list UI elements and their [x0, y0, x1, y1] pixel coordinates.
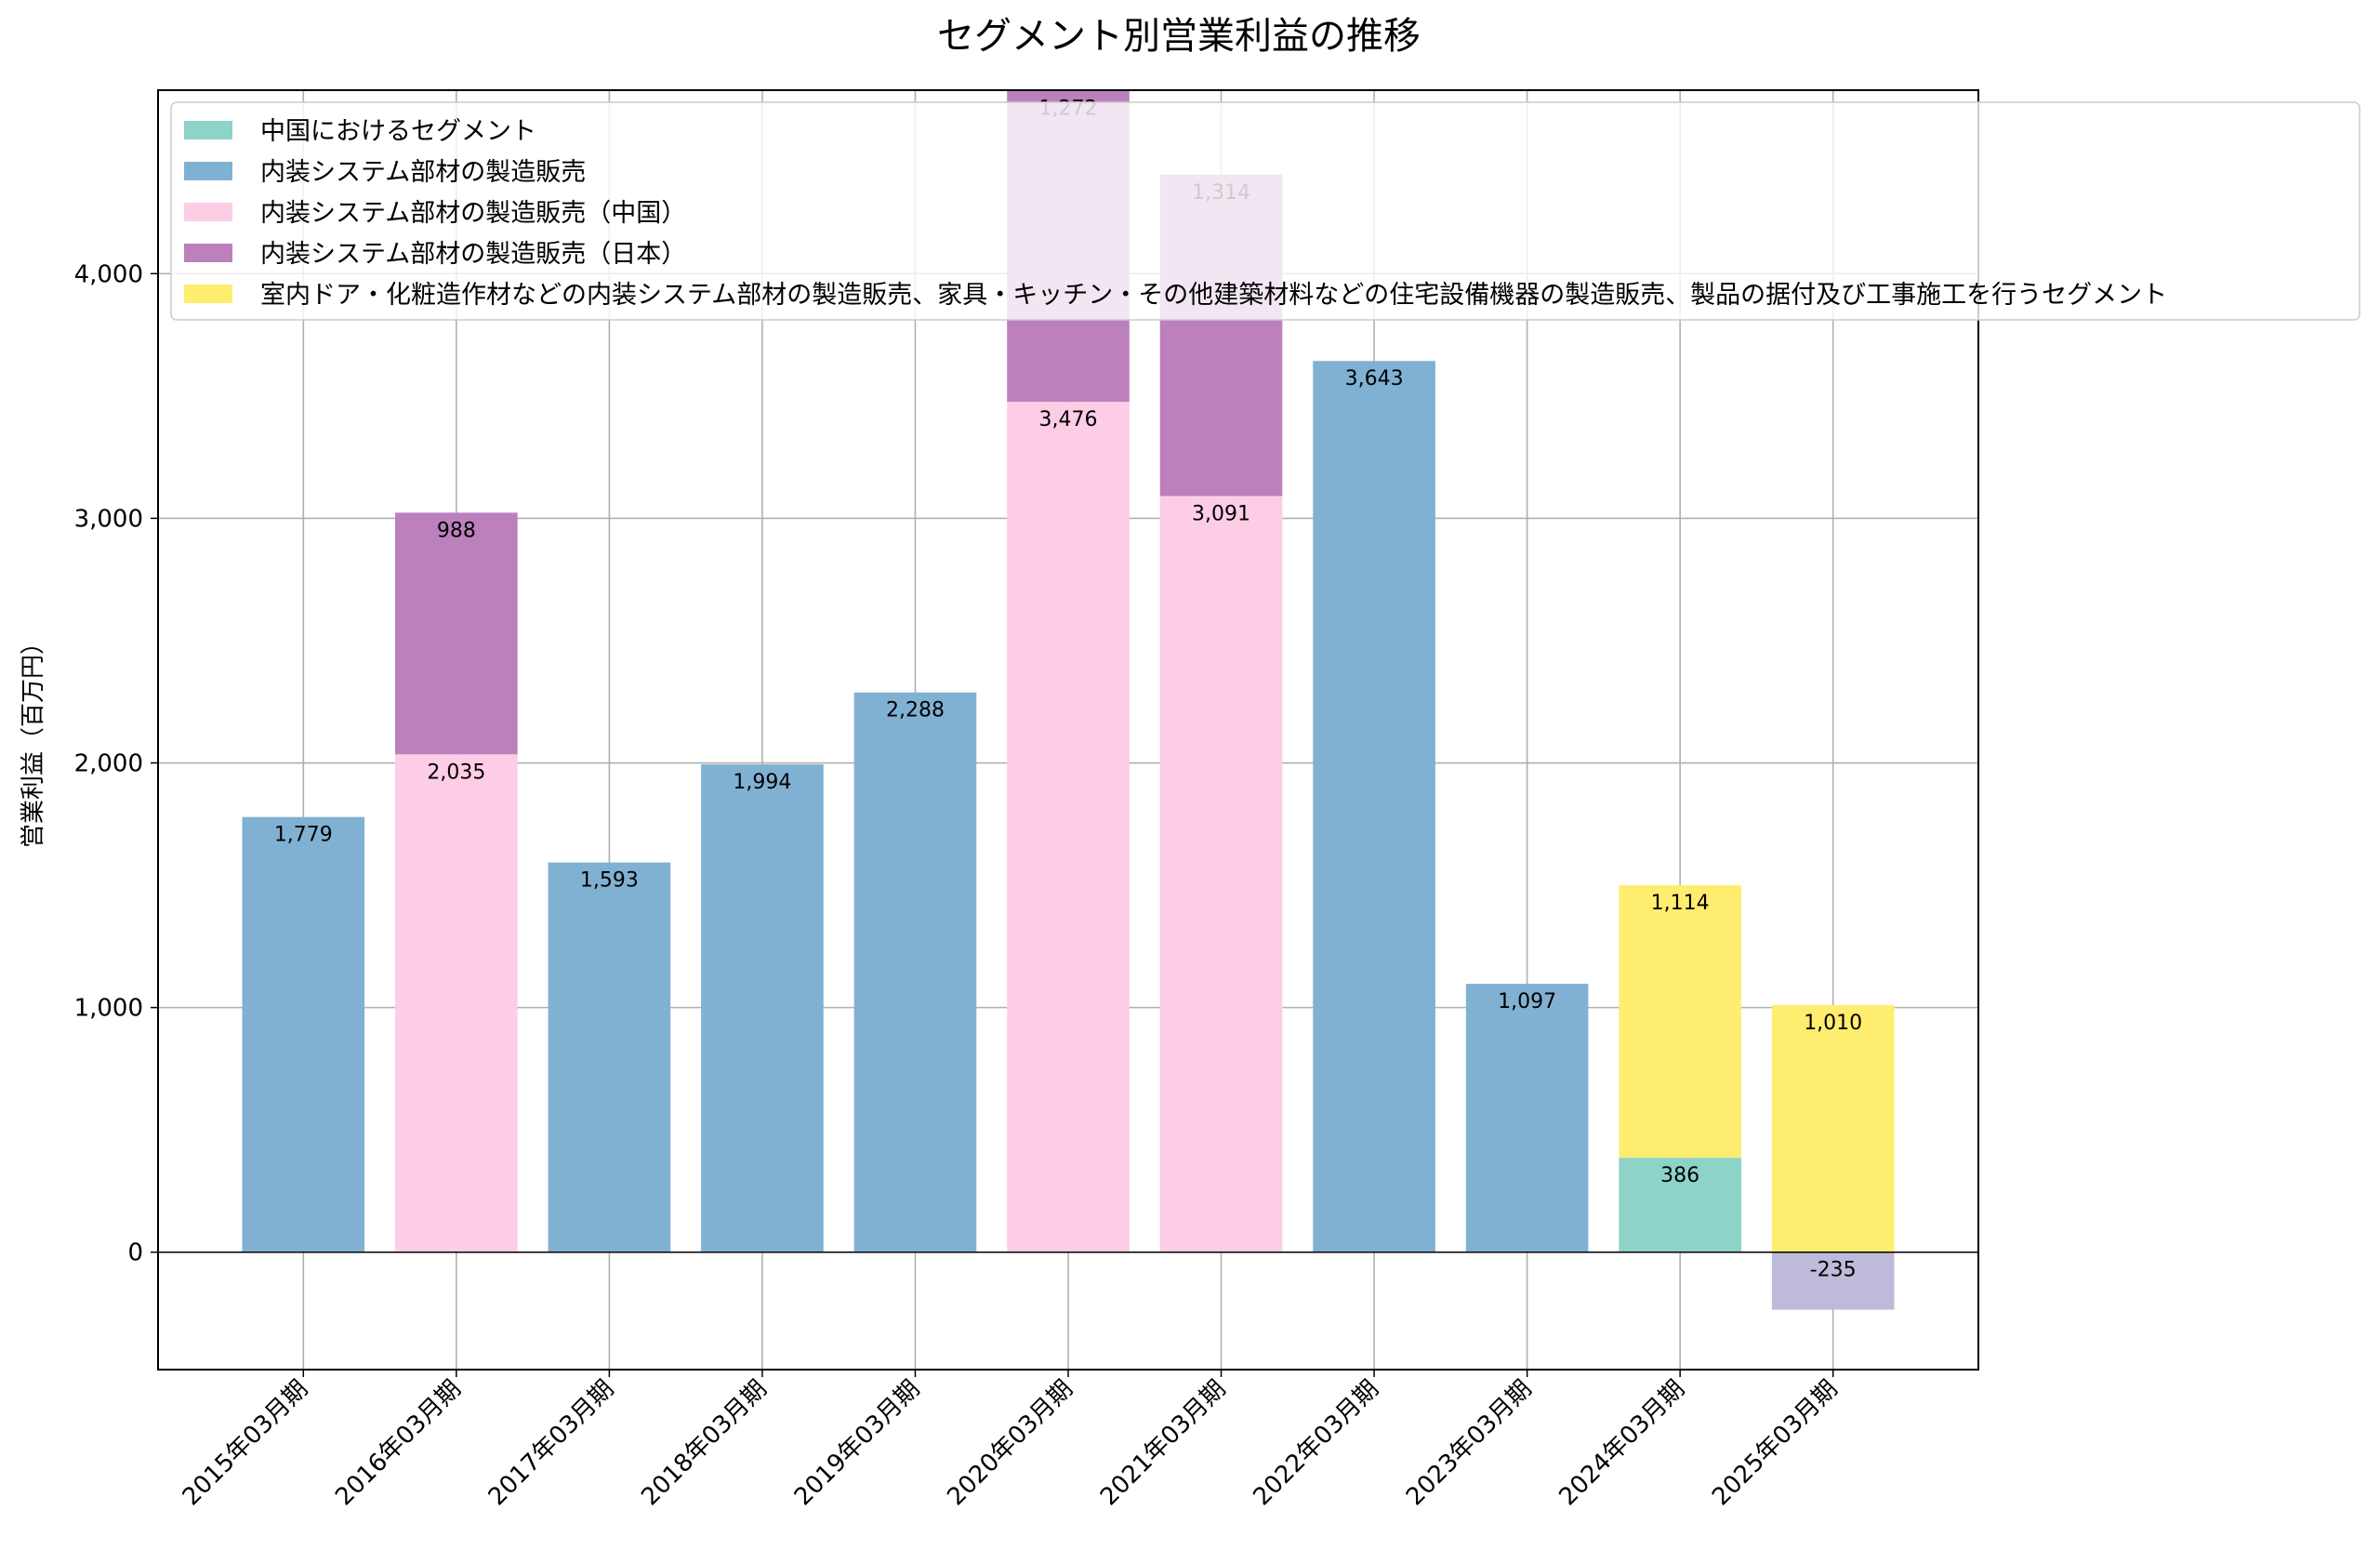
y-tick-label: 3,000: [74, 505, 143, 533]
x-tick-label: 2019年03月期: [789, 1375, 926, 1512]
legend-swatch: [184, 244, 232, 262]
legend-label: 中国におけるセグメント: [260, 117, 536, 146]
bar-value-label: 1,114: [1651, 892, 1710, 915]
x-tick-label: 2022年03月期: [1248, 1375, 1384, 1512]
legend-swatch: [184, 203, 232, 221]
y-tick-label: 2,000: [74, 750, 143, 778]
x-tick-label: 2025年03月期: [1707, 1375, 1844, 1512]
legend-box: [170, 101, 2360, 321]
bar-value-label: 3,643: [1345, 367, 1404, 391]
y-axis-label: 営業利益（百万円）: [20, 630, 47, 848]
legend-swatch: [184, 162, 232, 180]
legend-label: 内装システム部材の製造販売: [260, 158, 586, 187]
legend: 中国におけるセグメント内装システム部材の製造販売内装システム部材の製造販売（中国…: [170, 101, 2360, 321]
legend-label: 室内ドア・化粧造作材などの内装システム部材の製造販売、家具・キッチン・その他建築…: [260, 281, 2167, 310]
bar-segment: [1771, 1252, 1895, 1310]
bar-segment: [1159, 496, 1283, 1252]
bar-segment: [548, 862, 671, 1252]
bar-value-label: 1,010: [1804, 1012, 1862, 1035]
x-tick-label: 2021年03月期: [1095, 1375, 1232, 1512]
legend-swatch: [184, 285, 232, 303]
bar-segment: [395, 512, 518, 755]
bars: [242, 90, 1895, 1310]
bar-value-label: 3,091: [1192, 502, 1250, 525]
x-axis-ticks: 2015年03月期 2016年03月期 2017年03月期 2018年03月期 2019…: [178, 1370, 1844, 1511]
bar-segment: [1465, 984, 1589, 1252]
chart-title: セグメント別営業利益の推移: [937, 15, 1421, 58]
legend-label: 内装システム部材の製造販売（日本）: [260, 240, 686, 269]
x-tick-label: 2023年03月期: [1401, 1375, 1538, 1512]
bar-value-label: 1,593: [580, 869, 639, 893]
bar-segment: [1619, 1158, 1741, 1252]
y-tick-label: 4,000: [74, 260, 143, 288]
bar-value-label: 2,035: [427, 761, 485, 784]
bar-value-label: 1,779: [274, 824, 333, 847]
bar-segment: [1619, 885, 1741, 1159]
bar-segment: [1007, 402, 1130, 1252]
legend-label: 内装システム部材の製造販売（中国）: [260, 199, 686, 228]
bar-segment: [701, 764, 824, 1252]
y-tick-label: 1,000: [74, 995, 143, 1023]
x-tick-label: 2017年03月期: [483, 1375, 620, 1512]
legend-swatch: [184, 121, 232, 139]
bar-value-label: 2,288: [886, 699, 945, 722]
bar-segment: [395, 754, 518, 1252]
bar-segment: [1771, 1004, 1895, 1252]
x-tick-label: 2016年03月期: [330, 1375, 467, 1512]
bar-value-label: -235: [1810, 1259, 1857, 1282]
y-axis-ticks: 0 1,000 2,000 3,000 4,000: [74, 260, 158, 1267]
x-tick-label: 2018年03月期: [636, 1375, 773, 1512]
y-tick-label: 0: [127, 1239, 143, 1267]
bar-value-label: 1,994: [733, 771, 791, 794]
bar-value-label: 386: [1660, 1164, 1699, 1187]
bar-segment: [1313, 361, 1435, 1252]
x-tick-label: 2020年03月期: [942, 1375, 1078, 1512]
x-tick-label: 2015年03月期: [178, 1375, 314, 1512]
bar-value-label: 1,097: [1498, 990, 1556, 1013]
bar-segment: [242, 816, 365, 1252]
bar-segment: [853, 692, 977, 1252]
bar-value-label: 988: [437, 519, 476, 542]
x-tick-label: 2024年03月期: [1554, 1375, 1691, 1512]
bar-value-label: 3,476: [1039, 408, 1098, 431]
